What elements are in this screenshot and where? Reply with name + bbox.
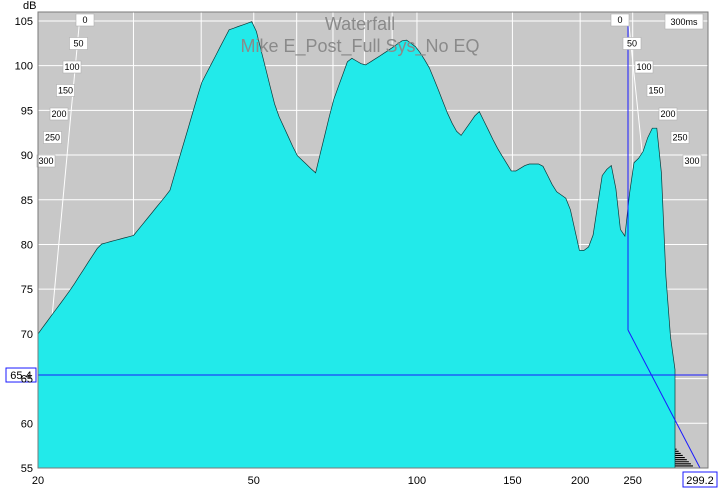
y-tick-label: 75	[21, 284, 33, 296]
cursor[interactable]: 65.4 299.2	[5, 20, 718, 488]
y-tick-label: 60	[21, 418, 33, 430]
z-tick-box-left	[62, 60, 82, 74]
z-tick-label-left: 250	[45, 133, 60, 143]
z-tick-box-left	[69, 37, 88, 50]
y-tick-label: 70	[21, 329, 33, 341]
z-tick-label-right: 200	[660, 109, 675, 119]
z-tick-label-right: 100	[636, 62, 651, 72]
z-tick-box-left	[43, 131, 62, 144]
x-tick-label: 200	[571, 475, 589, 487]
y-tick-label: 80	[21, 239, 33, 251]
z-tick-label-right: 50	[627, 39, 637, 49]
y-tick-label: 105	[15, 16, 33, 28]
z-tick-box-right	[658, 107, 678, 121]
cursor-line-diagonal	[627, 329, 701, 469]
z-tick-label-left: 300	[38, 156, 53, 166]
waterfall-slice	[37, 21, 676, 469]
z-tick-label-right: 250	[672, 133, 687, 143]
cursor-x-readout-box	[682, 471, 718, 488]
z-unit-box	[664, 13, 704, 30]
z-tick-label-left: 50	[73, 39, 83, 49]
cursor-y-readout-box	[5, 367, 37, 383]
z-tick-box-right	[610, 13, 630, 27]
plot-frame	[37, 11, 709, 469]
z-tick-label-right: 300	[684, 156, 699, 166]
chart-subtitle: Mike E_Post_Full Sys_No EQ	[240, 36, 479, 57]
z-tick-box-right	[646, 84, 666, 97]
z-unit-label: 300ms	[670, 17, 698, 27]
z-tick-box-left	[56, 84, 75, 97]
waterfall-slices	[37, 21, 676, 469]
z-tick-box-left	[49, 107, 69, 121]
z-tick-box-right	[682, 154, 702, 168]
z-tick-box-left	[75, 13, 95, 27]
x-tick-label: 100	[408, 475, 426, 487]
y-tick-label: 90	[21, 150, 33, 162]
y-unit-label: dB	[23, 0, 36, 12]
z-tick-box-left	[36, 154, 56, 168]
y-tick-label: 85	[21, 195, 33, 207]
axes: 55 60 65 70 75 80 85 90 95 100 105 20 50 100 150 200 250…	[15, 11, 709, 487]
cursor-y-readout: 65.4	[10, 370, 31, 382]
x-tick-label: 150	[503, 475, 521, 487]
y-tick-label: 65	[21, 374, 33, 386]
z-tick-label-right: 150	[648, 86, 663, 96]
y-tick-label: 55	[21, 463, 33, 475]
cursor-x-readout: 299.2	[686, 475, 714, 487]
z-tick-label-left: 150	[58, 86, 73, 96]
z-tick-label-left: 100	[64, 62, 79, 72]
z-tick-label-right: 0	[617, 15, 622, 25]
z-tick-box-right	[622, 37, 642, 50]
z-tick-box-right	[634, 60, 654, 74]
x-tick-label: 50	[248, 475, 260, 487]
x-tick-label: 20	[32, 475, 44, 487]
z-tick-box-right	[670, 131, 690, 144]
y-tick-label: 95	[21, 105, 33, 117]
chart-title: Waterfall	[325, 14, 395, 34]
z-tick-label-left: 200	[51, 109, 66, 119]
y-tick-label: 100	[15, 61, 33, 73]
x-tick-label: 250	[624, 475, 642, 487]
z-tick-label-left: 0	[82, 15, 87, 25]
